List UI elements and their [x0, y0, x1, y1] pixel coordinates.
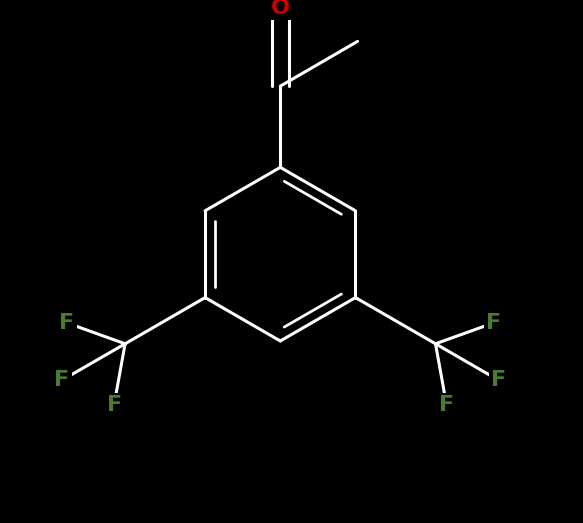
Text: F: F [486, 313, 501, 333]
Text: F: F [439, 395, 454, 415]
Text: O: O [271, 0, 290, 18]
Text: F: F [59, 313, 74, 333]
Text: F: F [54, 370, 69, 390]
Text: F: F [107, 395, 122, 415]
Text: F: F [491, 370, 506, 390]
